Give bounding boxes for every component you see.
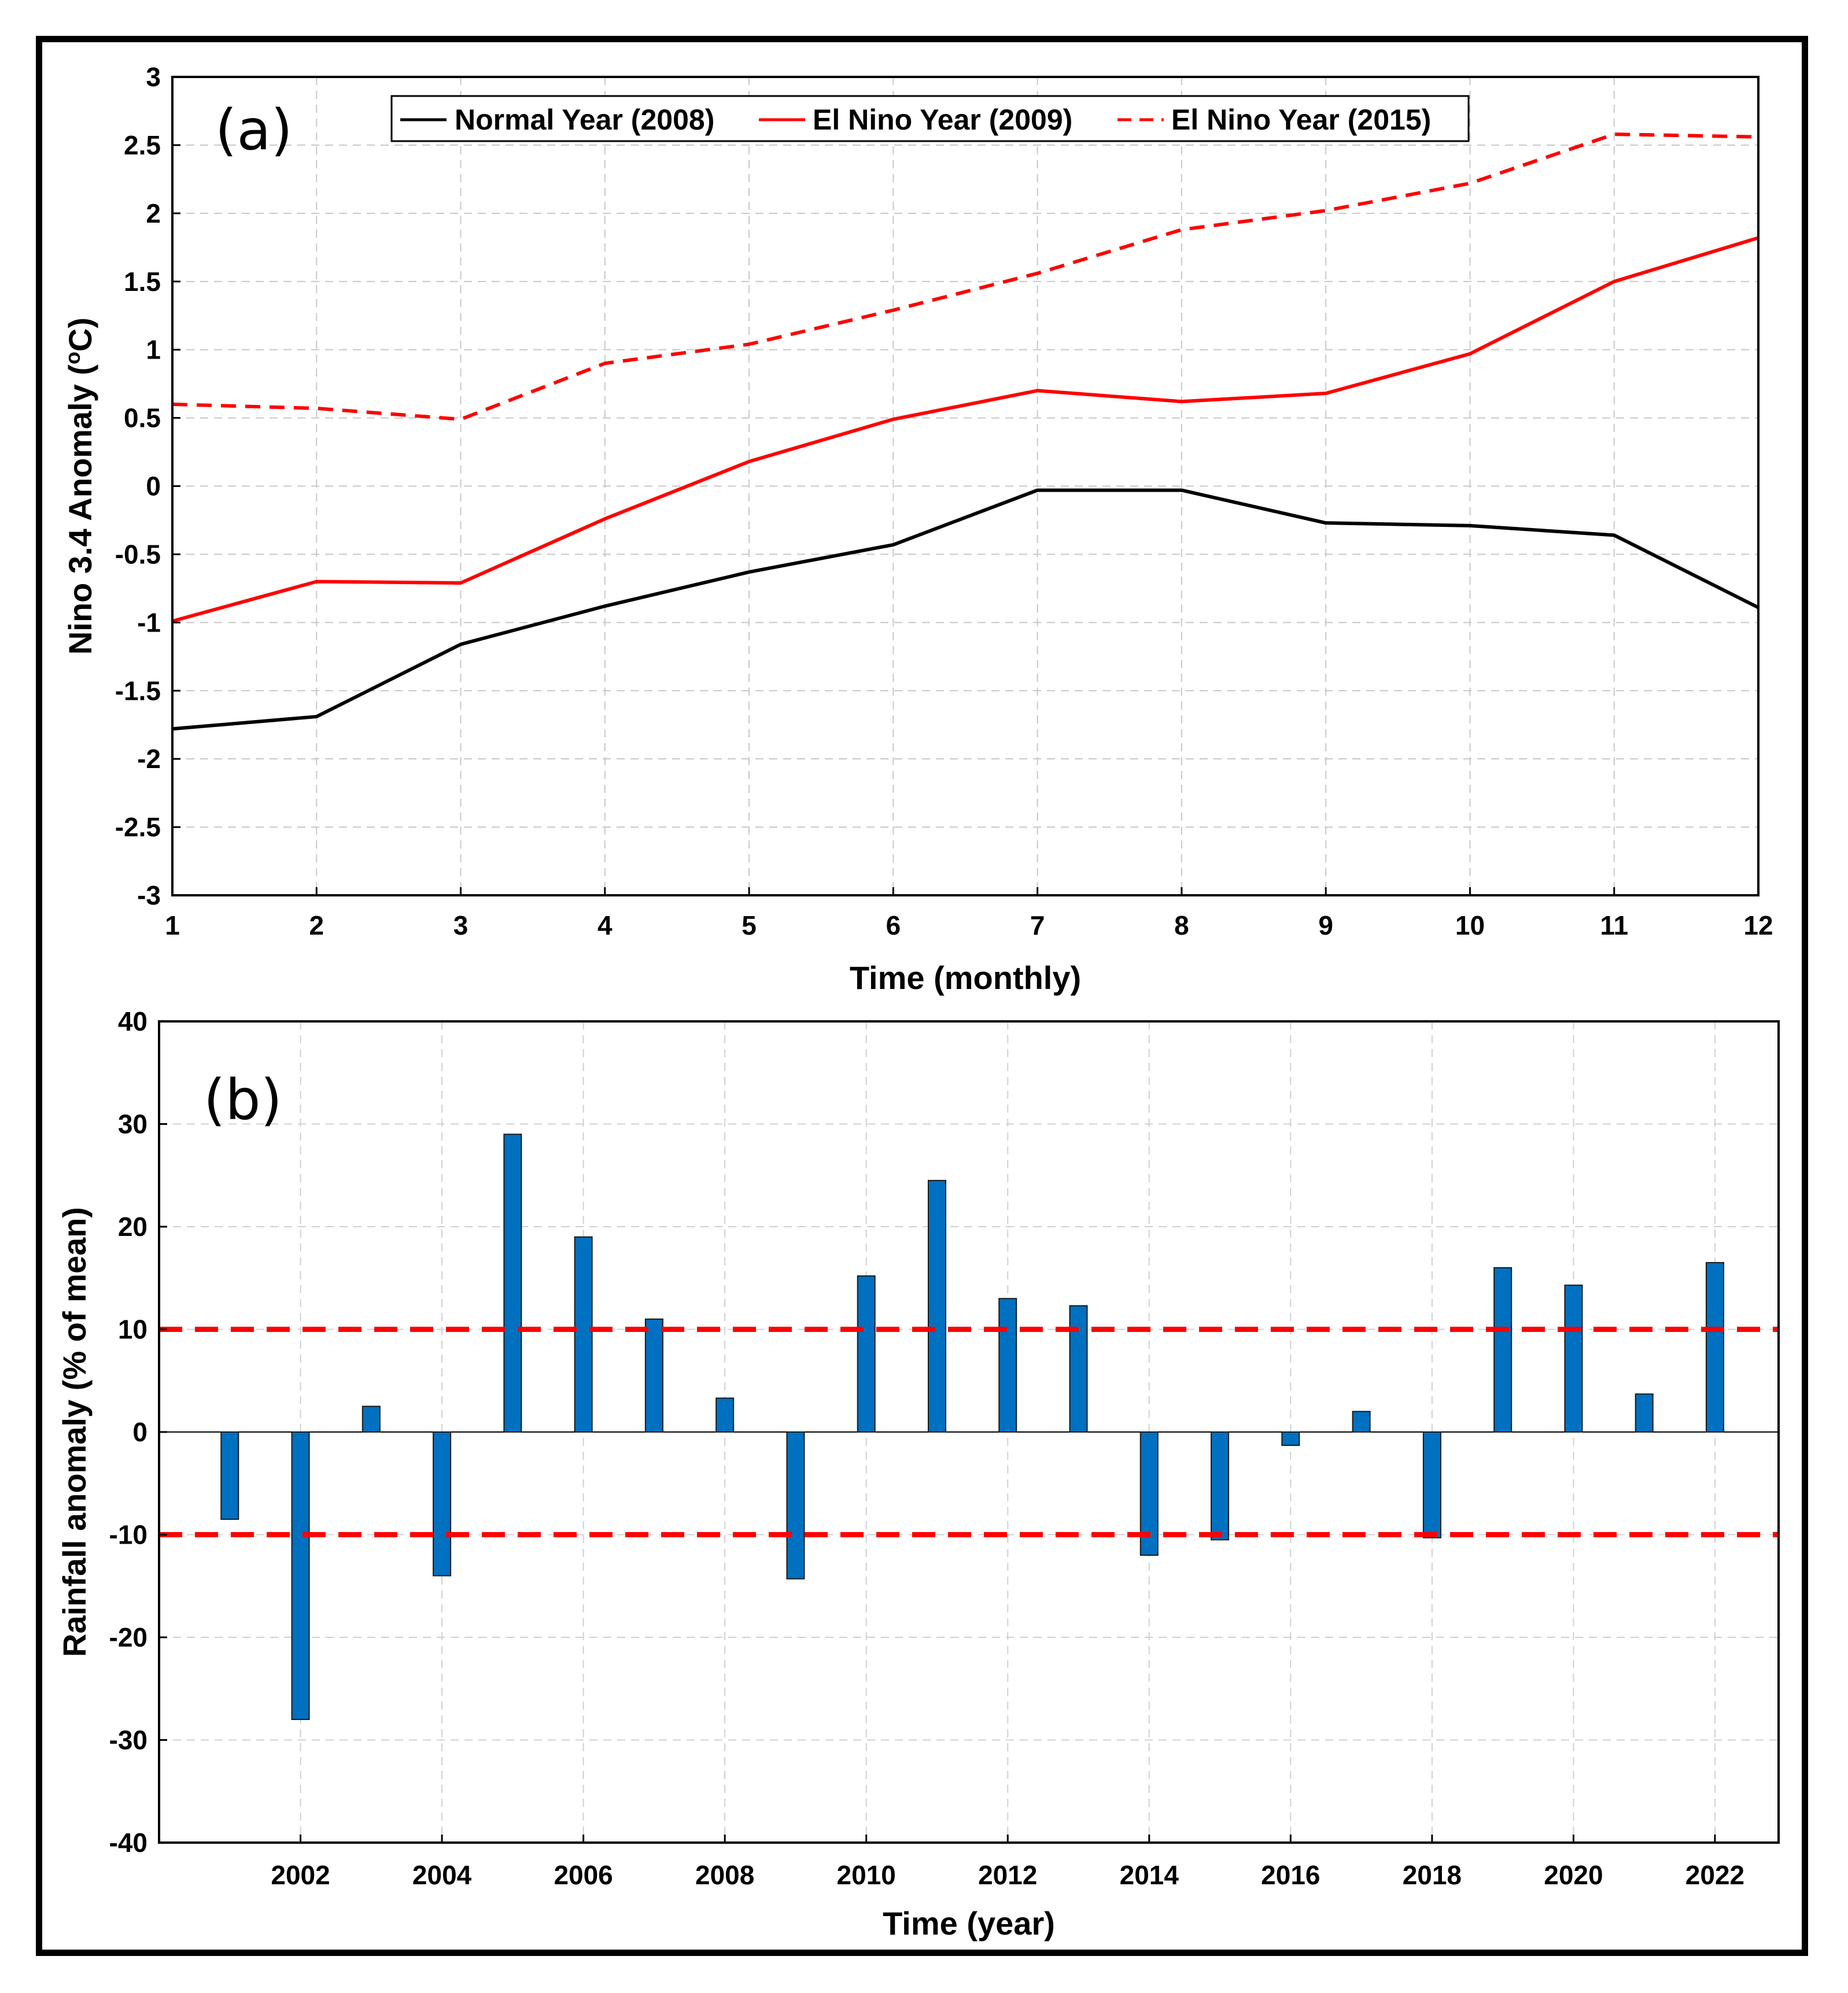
- y-tick-label: 0: [146, 471, 161, 501]
- bar-2021: [1635, 1393, 1654, 1433]
- panel-a-x-ticks: 1 2 3 4 5 6 7 8 9 10 11 12: [165, 887, 1773, 940]
- legend-label-el-nino-2009: El Nino Year (2009): [813, 104, 1072, 136]
- panel-a-label: (a): [215, 98, 293, 163]
- x-tick-label: 2004: [412, 1860, 472, 1890]
- y-tick-label: -2.5: [115, 812, 161, 842]
- x-tick-label: 1: [165, 910, 180, 940]
- y-tick-label: 2.5: [124, 130, 161, 160]
- y-tick-label: 10: [118, 1315, 147, 1345]
- bar-2013: [1069, 1305, 1088, 1433]
- x-tick-label: 2018: [1403, 1860, 1462, 1890]
- y-tick-label: -20: [109, 1622, 147, 1652]
- bar-2001: [220, 1431, 239, 1520]
- y-tick-label: 30: [118, 1109, 147, 1139]
- y-tick-label: -1: [137, 607, 161, 637]
- bar-2004: [433, 1431, 452, 1577]
- bar-2011: [927, 1180, 946, 1433]
- x-tick-label: 2022: [1685, 1860, 1744, 1890]
- legend-label-el-nino-2015: El Nino Year (2015): [1171, 104, 1431, 136]
- x-tick-label: 4: [597, 910, 613, 940]
- panel-b-y-axis-label: Rainfall anomaly (% of mean): [56, 1207, 93, 1657]
- bar-2020: [1564, 1285, 1583, 1433]
- x-tick-label: 2008: [695, 1860, 754, 1890]
- panel-a-series: [172, 132, 1760, 731]
- y-tick-label: -2: [137, 744, 161, 774]
- y-tick-label: -0.5: [115, 539, 161, 569]
- legend-box: [390, 95, 1470, 142]
- series-line-0: [172, 488, 1760, 731]
- x-tick-label: 2016: [1261, 1860, 1320, 1890]
- y-tick-label: -30: [109, 1725, 147, 1755]
- x-tick-label: 9: [1318, 910, 1333, 940]
- panel-a-x-axis-label: Time (monthly): [850, 959, 1081, 996]
- panel-b-y-ticks: -40 -30 -20 -10 0 10 20 30 40: [109, 1006, 167, 1858]
- bar-2006: [574, 1236, 593, 1433]
- x-tick-label: 2: [309, 910, 324, 940]
- y-tick-label: 0: [132, 1417, 147, 1447]
- y-tick-label: -40: [109, 1828, 147, 1858]
- panel-a-grid: [172, 77, 1758, 895]
- panel-b-x-axis-label: Time (year): [883, 1905, 1055, 1942]
- x-tick-label: 11: [1600, 910, 1628, 940]
- x-tick-label: 8: [1174, 910, 1189, 940]
- y-tick-label: 40: [118, 1006, 147, 1036]
- series-line-1: [172, 236, 1759, 623]
- x-tick-label: 6: [886, 910, 901, 940]
- y-tick-label: 0.5: [124, 403, 161, 433]
- x-tick-label: 2010: [837, 1860, 896, 1890]
- panel-a-y-axis-label: Nino 3.4 Anomaly (oC): [61, 318, 98, 655]
- bar-2018: [1422, 1431, 1441, 1538]
- bar-2007: [644, 1318, 663, 1433]
- panel-a-y-axis-label-prefix: Nino 3.4 Anomaly (: [62, 364, 98, 655]
- panel-b-bars: [220, 1134, 1724, 1720]
- x-tick-label: 2012: [978, 1860, 1037, 1890]
- bar-2017: [1352, 1411, 1371, 1433]
- bar-2012: [998, 1298, 1017, 1433]
- x-tick-label: 7: [1030, 910, 1045, 940]
- panel-b-label: (b): [204, 1068, 282, 1132]
- x-tick-label: 2014: [1120, 1860, 1179, 1890]
- y-tick-label: 20: [118, 1212, 147, 1242]
- bar-2009: [786, 1431, 805, 1579]
- panel-a-y-axis-label-suffix: C): [62, 318, 98, 352]
- y-tick-label: -3: [137, 880, 161, 910]
- x-tick-label: 2002: [271, 1860, 330, 1890]
- y-tick-label: 2: [146, 198, 161, 228]
- panel-a-y-ticks: -3 -2.5 -2 -1.5 -1 -0.5 0 0.5 1 1.5 2 2.5 3: [115, 62, 180, 910]
- y-tick-label: 1.5: [124, 267, 161, 297]
- y-tick-label: -1.5: [115, 676, 161, 706]
- bar-2016: [1281, 1431, 1300, 1446]
- bar-2003: [362, 1405, 381, 1433]
- panel-b-threshold-lines: [159, 1327, 1779, 1537]
- series-line-2: [172, 132, 1759, 421]
- bar-2008: [715, 1397, 735, 1433]
- bar-2005: [503, 1134, 522, 1433]
- x-tick-label: 3: [453, 910, 469, 940]
- x-tick-label: 10: [1455, 910, 1485, 940]
- figure-frame: [36, 36, 1808, 1956]
- legend-label-normal-2008: Normal Year (2008): [455, 104, 714, 136]
- panel-a-y-axis-label-degree: o: [61, 352, 84, 364]
- bar-2010: [857, 1275, 876, 1433]
- x-tick-label: 2020: [1544, 1860, 1603, 1890]
- x-tick-label: 12: [1743, 910, 1773, 940]
- y-tick-label: 1: [146, 335, 161, 365]
- bar-2019: [1493, 1267, 1513, 1433]
- panel-a-legend: Normal Year (2008) El Nino Year (2009) E…: [390, 95, 1470, 142]
- panel-b-x-ticks: 2002 2004 2006 2008 2010 2012 2014 2016 2018 2020…: [271, 1835, 1744, 1890]
- bar-2015: [1211, 1431, 1230, 1541]
- bar-2002: [291, 1431, 310, 1720]
- x-tick-label: 2006: [554, 1860, 613, 1890]
- bar-2022: [1705, 1262, 1724, 1433]
- y-tick-label: 3: [146, 62, 161, 92]
- y-tick-label: -10: [109, 1520, 147, 1550]
- x-tick-label: 5: [742, 910, 757, 940]
